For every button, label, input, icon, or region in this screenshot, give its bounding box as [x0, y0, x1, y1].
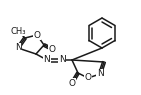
Text: O: O: [34, 30, 40, 40]
Text: O: O: [69, 78, 75, 87]
Text: N: N: [97, 70, 103, 78]
Text: O: O: [49, 44, 56, 53]
Text: N: N: [59, 55, 65, 65]
Text: O: O: [84, 74, 92, 82]
Text: N: N: [44, 55, 50, 65]
Text: CH₃: CH₃: [10, 27, 26, 36]
Text: N: N: [15, 44, 21, 53]
